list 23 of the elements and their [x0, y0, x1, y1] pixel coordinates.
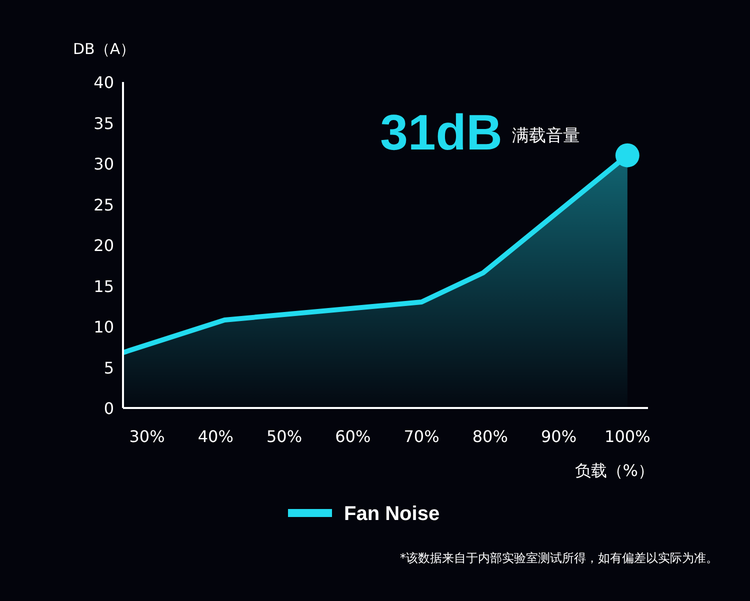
x-tick-label: 30% [129, 427, 165, 446]
y-tick-label: 40 [94, 73, 114, 92]
y-axis-title: DB（A） [73, 40, 136, 58]
x-tick-label: 80% [472, 427, 508, 446]
y-tick-label: 25 [94, 195, 114, 214]
x-tick-label: 90% [541, 427, 577, 446]
y-tick-label: 35 [94, 114, 114, 133]
y-tick-label: 5 [104, 358, 114, 378]
text: *该数据来自于内部实验室测试所得，如有偏差以实际为准。 [400, 551, 718, 565]
y-tick-label: 0 [104, 399, 114, 418]
y-tick-label: 15 [94, 276, 114, 296]
y-tick-label: 20 [94, 236, 114, 255]
x-tick-label: 100% [604, 427, 650, 446]
legend-label: Fan Noise [344, 503, 440, 525]
y-tick-label: 30 [94, 154, 114, 174]
annotation: 满载音量 [512, 126, 580, 146]
x-tick-label: 60% [335, 427, 371, 446]
annotation: 31dB [380, 104, 502, 160]
x-axis-title: 负载（%） [574, 461, 654, 480]
x-tick-label: 70% [404, 427, 440, 446]
x-tick-label: 40% [198, 427, 234, 446]
x-tick-label: 50% [266, 427, 302, 446]
y-tick-label: 10 [94, 318, 114, 336]
